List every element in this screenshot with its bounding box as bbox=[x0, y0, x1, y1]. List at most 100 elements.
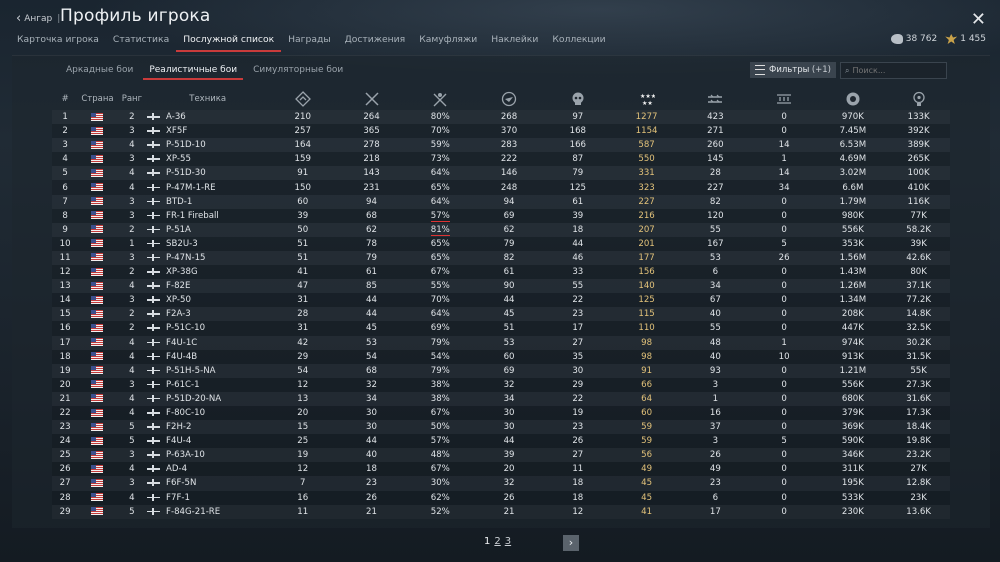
row-ground-kills: 10 bbox=[749, 349, 819, 364]
mode-tab-3[interactable]: Симуляторные бои bbox=[253, 65, 344, 75]
header-research[interactable] bbox=[887, 88, 950, 110]
separator: | bbox=[57, 13, 61, 24]
row-deaths: 18 bbox=[543, 476, 612, 490]
battles-icon bbox=[294, 91, 311, 107]
table-row[interactable]: 29 5 F-84G-21-RE 11 21 52% 21 12 41 17 0 230K 13.6K bbox=[52, 505, 950, 519]
row-deaths: 11 bbox=[543, 462, 613, 477]
table-row[interactable]: 25 3 P-63A-10 19 40 48% 39 27 56 26 0 346K 23.2K bbox=[52, 448, 950, 462]
header-silver[interactable] bbox=[819, 88, 888, 110]
header-country[interactable]: Страна bbox=[81, 94, 114, 104]
table-row[interactable]: 23 5 F2H-2 15 30 50% 30 23 59 37 0 369K 18.4K bbox=[52, 420, 950, 434]
row-research: 37.1K bbox=[887, 279, 950, 293]
table-row[interactable]: 8 3 FR-1 Fireball 39 68 57% 69 39 216 120 0 980K 77K bbox=[52, 208, 950, 223]
table-row[interactable]: 5 4 P-51D-30 91 143 64% 146 79 331 28 14 3.02M 100K bbox=[52, 166, 950, 180]
table-row[interactable]: 20 3 P-61C-1 12 32 38% 32 29 66 3 0 556K 27.3K bbox=[52, 377, 950, 392]
row-deaths: 27 bbox=[543, 448, 612, 462]
mode-tab-2[interactable]: Реалистичные бои bbox=[143, 64, 244, 80]
row-rank: 3 bbox=[117, 195, 147, 209]
row-battles: 60 bbox=[268, 195, 337, 209]
table-row[interactable]: 17 4 F4U-1C 42 53 79% 53 27 98 48 1 974K 30.2K bbox=[52, 336, 950, 350]
table-row[interactable]: 4 3 XP-55 159 218 73% 222 87 550 145 1 4.69M 265K bbox=[52, 152, 950, 167]
table-row[interactable]: 15 2 F2A-3 28 44 64% 45 23 115 40 0 208K 14.8K bbox=[52, 307, 950, 321]
victories-icon bbox=[364, 92, 379, 106]
row-ground-kills: 5 bbox=[749, 236, 819, 251]
close-icon[interactable]: ✕ bbox=[970, 9, 986, 30]
tab-5[interactable]: Достижения bbox=[344, 34, 406, 45]
table-row[interactable]: 18 4 F4U-4B 29 54 54% 60 35 98 40 10 913K 31.5K bbox=[52, 349, 950, 364]
row-vehicle: P-51D-20-NA bbox=[147, 392, 268, 406]
table-row[interactable]: 12 2 XP-38G 41 61 67% 61 33 156 6 0 1.43M 80K bbox=[52, 265, 950, 280]
row-number: 25 bbox=[52, 448, 78, 462]
row-activity: 45 bbox=[612, 490, 681, 505]
table-row[interactable]: 13 4 F-82E 47 85 55% 90 55 140 34 0 1.26M 37.1K bbox=[52, 279, 950, 293]
tab-3[interactable]: Послужной список bbox=[176, 33, 282, 52]
vehicle-name: P-51D-30 bbox=[166, 168, 206, 179]
tab-2[interactable]: Статистика bbox=[112, 34, 170, 45]
header-victories[interactable] bbox=[337, 88, 406, 110]
row-win-rate: 52% bbox=[406, 505, 475, 519]
row-number: 6 bbox=[52, 180, 79, 195]
filters-button[interactable]: Фильтры (+1) bbox=[750, 62, 836, 78]
tab-7[interactable]: Наклейки bbox=[491, 34, 539, 45]
header-deaths[interactable] bbox=[543, 88, 612, 110]
deaths-icon bbox=[572, 92, 584, 105]
tab-6[interactable]: Камуфляжи bbox=[419, 34, 478, 45]
row-rank: 4 bbox=[117, 166, 147, 180]
next-page-button[interactable]: › bbox=[563, 535, 579, 551]
row-battles: 25 bbox=[268, 434, 338, 449]
table-row[interactable]: 24 5 F4U-4 25 44 57% 44 26 59 3 5 590K 19.8K bbox=[52, 434, 950, 449]
table-row[interactable]: 11 3 P-47N-15 51 79 65% 82 46 177 53 26 1.56M 42.6K bbox=[52, 251, 950, 265]
table-row[interactable]: 27 3 F6F-5N 7 23 30% 32 18 45 23 0 195K 12.8K bbox=[52, 476, 950, 490]
vehicle-name: FR-1 Fireball bbox=[166, 210, 219, 221]
header-air-kills[interactable] bbox=[681, 88, 750, 110]
table-row[interactable]: 7 3 BTD-1 60 94 64% 94 61 227 82 0 1.79M 116K bbox=[52, 195, 950, 209]
row-vehicle: F2H-2 bbox=[147, 420, 268, 434]
aircraft-icon bbox=[147, 155, 161, 163]
table-row[interactable]: 10 1 SB2U-3 51 78 65% 79 44 201 167 5 353K 39K bbox=[52, 236, 950, 251]
aircraft-icon bbox=[147, 324, 161, 332]
row-vehicle: F4U-4 bbox=[147, 434, 269, 449]
row-battles: 11 bbox=[268, 505, 337, 519]
header-battles[interactable] bbox=[268, 88, 337, 110]
table-row[interactable]: 14 3 XP-50 31 44 70% 44 22 125 67 0 1.34M 77.2K bbox=[52, 293, 950, 308]
row-battles: 41 bbox=[268, 265, 338, 280]
table-row[interactable]: 1 2 A-36 210 264 80% 268 97 1277 423 0 970K 133K bbox=[52, 110, 950, 124]
table-row[interactable]: 26 4 AD-4 12 18 67% 20 11 49 49 0 311K 27K bbox=[52, 462, 950, 477]
tab-8[interactable]: Коллекции bbox=[552, 34, 606, 45]
table-row[interactable]: 19 4 P-51H-5-NA 54 68 79% 69 30 91 93 0 1.21M 55K bbox=[52, 364, 950, 378]
vehicle-name: F4U-4 bbox=[166, 436, 192, 447]
table-row[interactable]: 2 3 XF5F 257 365 70% 370 168 1154 271 0 7.45M 392K bbox=[52, 124, 950, 139]
vehicle-name: XP-55 bbox=[166, 154, 191, 165]
header-missions[interactable] bbox=[475, 88, 544, 110]
row-victories: 278 bbox=[337, 138, 406, 152]
header-activity[interactable]: ★★★ ★★ bbox=[612, 88, 681, 110]
tab-4[interactable]: Награды bbox=[288, 34, 331, 45]
header-rank[interactable]: Ранг bbox=[121, 94, 143, 104]
row-ground-kills: 0 bbox=[750, 392, 819, 406]
back-to-hangar-button[interactable]: ‹ Ангар | bbox=[16, 11, 65, 26]
header-vehicle[interactable]: Техника bbox=[189, 94, 227, 104]
table-row[interactable]: 6 4 P-47M-1-RE 150 231 65% 248 125 323 227 34 6.6M 4… bbox=[52, 180, 950, 195]
page-2[interactable]: 2 bbox=[494, 536, 501, 547]
page-3[interactable]: 3 bbox=[504, 536, 512, 547]
header-win-rate[interactable] bbox=[406, 88, 475, 110]
vehicle-name: F-80C-10 bbox=[166, 408, 206, 419]
row-country bbox=[78, 293, 117, 308]
row-air-kills: 423 bbox=[681, 110, 750, 124]
search-input[interactable] bbox=[852, 66, 939, 75]
table-row[interactable]: 28 4 F7F-1 16 26 62% 26 18 45 6 0 533K 23K bbox=[52, 490, 950, 505]
row-silver: 680K bbox=[819, 392, 888, 406]
tab-1[interactable]: Карточка игрока bbox=[17, 34, 99, 45]
table-row[interactable]: 22 4 F-80C-10 20 30 67% 30 19 60 16 0 379K 17.3K bbox=[52, 405, 950, 421]
row-deaths: 166 bbox=[543, 138, 612, 152]
row-victories: 40 bbox=[337, 448, 406, 462]
row-silver: 970K bbox=[819, 110, 888, 124]
header-number[interactable]: # bbox=[61, 94, 69, 104]
table-row[interactable]: 16 2 P-51C-10 31 45 69% 51 17 110 55 0 447K 32.5K bbox=[52, 321, 950, 336]
mode-tab-1[interactable]: Аркадные бои bbox=[66, 65, 134, 75]
table-row[interactable]: 9 2 P-51A 50 62 81% 62 18 207 55 0 556K 58.2K bbox=[52, 223, 950, 237]
table-row[interactable]: 21 4 P-51D-20-NA 13 34 38% 34 22 64 1 0 680K 31.6K bbox=[52, 392, 950, 406]
header-ground-kills[interactable] bbox=[750, 88, 819, 110]
page-1[interactable]: 1 bbox=[484, 536, 491, 547]
table-row[interactable]: 3 4 P-51D-10 164 278 59% 283 166 587 260 14 6.53M 38… bbox=[52, 138, 950, 152]
